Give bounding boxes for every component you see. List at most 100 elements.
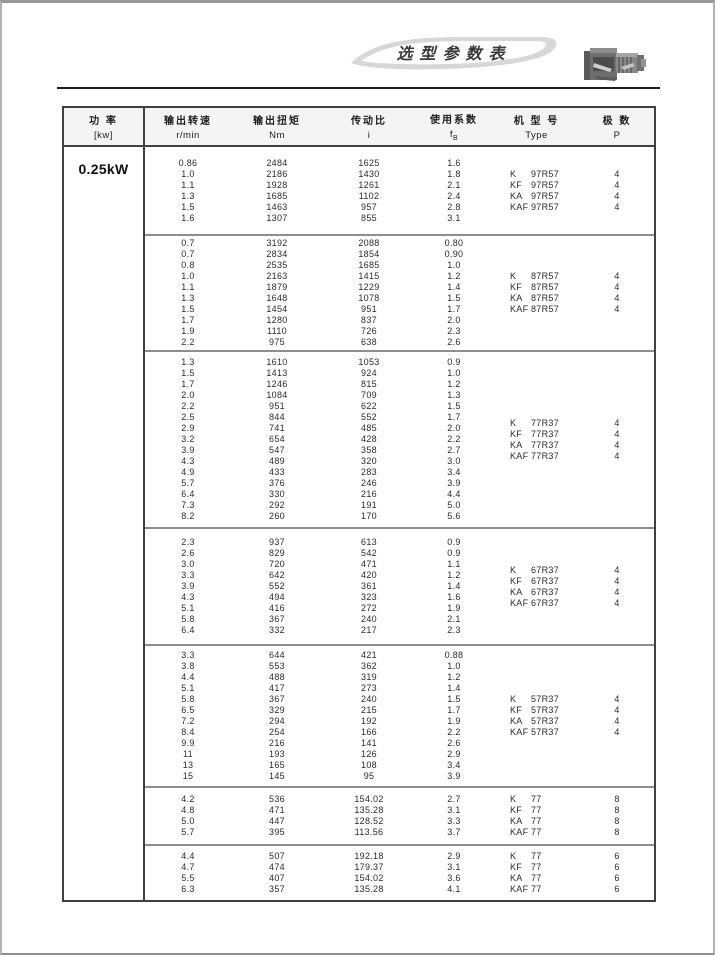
cell-value: 1.4 xyxy=(447,581,461,591)
cell-value: 1.5 xyxy=(447,401,461,411)
cell-value: 5.1 xyxy=(181,683,195,693)
model-prefix: KAF xyxy=(510,201,529,212)
cell-value: 3.1 xyxy=(447,805,461,815)
model-prefix: KF xyxy=(510,805,523,815)
header-label-zh: 机 型 号 xyxy=(513,116,560,127)
cell-value: 1610 xyxy=(266,357,288,367)
cell-value: 2186 xyxy=(266,168,288,179)
cell-value: 4.8 xyxy=(181,805,195,815)
page-title-banner: 选型参数表 xyxy=(346,35,562,71)
column-header-power: 功 率 [kw] xyxy=(64,108,145,145)
cell-value: 1854 xyxy=(358,249,380,259)
cell-value: 2163 xyxy=(266,271,288,281)
model-prefix: KA xyxy=(510,873,523,883)
cell-value: 3.9 xyxy=(447,771,461,781)
column-header-ratio: 传动比 i xyxy=(323,108,415,145)
model-series: 77 xyxy=(531,851,542,861)
model-name: KA 57R37 xyxy=(493,716,580,727)
cell-value: 273 xyxy=(361,683,377,693)
column-type: K 67R37 KF 67R37 KA 67R37 KAF 67R37 xyxy=(493,529,580,644)
cell-value: 216 xyxy=(269,738,285,748)
poles-value: 6 xyxy=(614,851,620,861)
model-prefix: KAF xyxy=(510,884,529,894)
cell-value: 638 xyxy=(361,337,377,347)
cell-value: 3.1 xyxy=(447,212,461,223)
cell-value: 2.8 xyxy=(447,201,461,212)
cell-value: 937 xyxy=(269,537,285,547)
model-prefix: KAF xyxy=(510,727,529,737)
column-torque: 536 471 447 395 xyxy=(231,788,323,844)
cell-value: 141 xyxy=(361,738,377,748)
cell-value: 4.2 xyxy=(181,794,195,804)
cell-value: 3.0 xyxy=(181,559,195,569)
cell-value: 2.1 xyxy=(447,179,461,190)
cell-value: 1.3 xyxy=(181,293,195,303)
column-speed: 0.7 0.7 0.8 1.0 1.1 1.3 1.5 1.7 1.9 2.2 xyxy=(145,236,231,350)
cell-value: 1.0 xyxy=(447,260,461,270)
cell-value: 488 xyxy=(269,672,285,682)
column-speed: 4.2 4.8 5.0 5.7 xyxy=(145,788,231,844)
cell-value: 3.8 xyxy=(181,661,195,671)
cell-value: 5.5 xyxy=(181,873,195,883)
header-unit: r/min xyxy=(176,130,200,141)
table-sections: 0.86 1.0 1.1 1.3 1.5 1.6 2484 2186 1928 1685 1463 1… xyxy=(145,147,654,900)
cell-value: 6.3 xyxy=(181,884,195,894)
cell-value: 433 xyxy=(269,467,285,477)
cell-value: 1261 xyxy=(358,179,380,190)
cell-value: 1.6 xyxy=(181,212,195,223)
cell-value: 192.18 xyxy=(354,851,384,861)
model-prefix: KF xyxy=(510,705,523,715)
cell-value: 3.3 xyxy=(181,570,195,580)
cell-value: 217 xyxy=(361,625,377,635)
model-prefix: KAF xyxy=(510,827,529,837)
table-section: 4.4 4.7 5.5 6.3 507 474 407 357 192.18 179.37 154.… xyxy=(145,844,654,900)
cell-value: 1.6 xyxy=(447,592,461,602)
poles-value: 6 xyxy=(614,884,620,894)
model-prefix: KA xyxy=(510,190,523,201)
cell-value: 1.5 xyxy=(181,201,195,212)
table-section: 3.3 3.8 4.4 5.1 5.8 6.5 7.2 8.4 9.9 11 13 15 644 553 4… xyxy=(145,644,654,786)
model-name: KAF 87R57 xyxy=(493,304,580,315)
cell-value: 0.9 xyxy=(447,357,461,367)
cell-value: 1.0 xyxy=(181,271,195,281)
cell-value: 2.6 xyxy=(181,548,195,558)
poles-value: 4 xyxy=(614,727,620,737)
header-unit: Type xyxy=(525,130,548,141)
cell-value: 844 xyxy=(269,412,285,422)
poles-value: 4 xyxy=(614,586,620,597)
model-name: KF 77 xyxy=(493,862,580,873)
cell-value: 2535 xyxy=(266,260,288,270)
cell-value: 3.1 xyxy=(447,862,461,872)
cell-value: 1685 xyxy=(266,190,288,201)
header-label-en: r/min xyxy=(176,130,200,141)
model-series: 57R37 xyxy=(531,716,560,726)
cell-value: 622 xyxy=(361,401,377,411)
model-series: 77R37 xyxy=(531,428,560,439)
cell-value: 260 xyxy=(269,511,285,521)
cell-value: 5.0 xyxy=(447,500,461,510)
cell-value: 1928 xyxy=(266,179,288,190)
column-service-factor: 0.9 0.9 1.1 1.2 1.4 1.6 1.9 2.1 2.3 xyxy=(415,529,493,644)
model-series: 97R57 xyxy=(531,168,560,179)
model-prefix: KF xyxy=(510,179,523,190)
model-name: KA 77R37 xyxy=(493,440,580,451)
cell-value: 292 xyxy=(269,500,285,510)
banner-shape: 选型参数表 xyxy=(351,37,557,70)
cell-value: 166 xyxy=(361,727,377,737)
cell-value: 1084 xyxy=(266,390,288,400)
header-unit: P xyxy=(613,130,621,141)
cell-value: 6.4 xyxy=(181,489,195,499)
model-name: KAF 77 xyxy=(493,827,580,838)
cell-value: 3.7 xyxy=(447,827,461,837)
poles-value: 4 xyxy=(614,450,620,461)
cell-value: 1.1 xyxy=(447,559,461,569)
cell-value: 0.86 xyxy=(178,157,198,168)
model-series: 97R57 xyxy=(531,201,560,212)
header-label-en: i xyxy=(368,130,371,141)
cell-value: 741 xyxy=(269,423,285,433)
header-label-zh: 使用系数 xyxy=(430,115,478,127)
poles-value: 4 xyxy=(614,694,620,704)
cell-value: 1280 xyxy=(266,315,288,325)
poles-value: 4 xyxy=(614,293,620,303)
